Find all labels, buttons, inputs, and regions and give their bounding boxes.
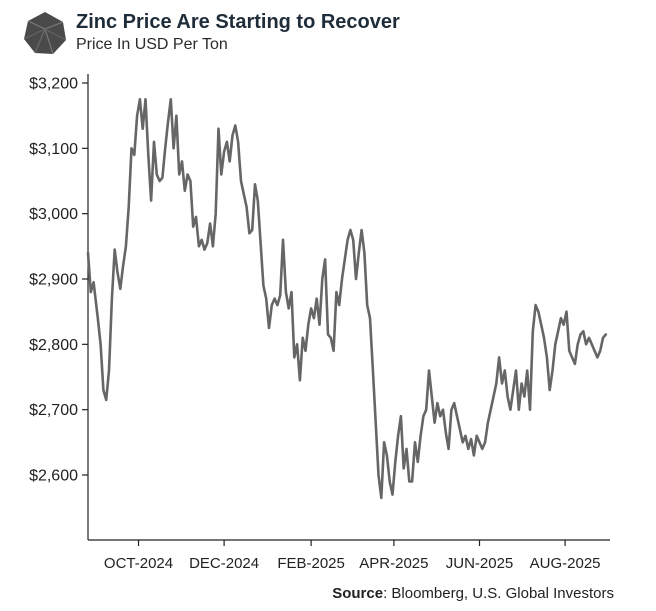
y-tick-label: $2,700 <box>29 402 78 419</box>
y-tick-label: $3,100 <box>29 141 78 158</box>
logo-icon <box>23 12 67 55</box>
y-tick-label: $2,900 <box>29 272 78 289</box>
x-axis-ticks: OCT-2024 DEC-2024 FEB-2025 APR-2025 JUN-2025… <box>104 540 601 572</box>
chart-subtitle: Price In USD Per Ton <box>76 36 228 53</box>
source-label: Source <box>332 585 384 602</box>
x-tick-label: AUG-2025 <box>530 555 601 572</box>
source-note: Source: Bloomberg, U.S. Global Investors <box>332 585 614 602</box>
y-tick-label: $3,200 <box>29 76 78 93</box>
series-line <box>86 98 608 500</box>
x-tick-label: OCT-2024 <box>104 555 173 572</box>
chart-title: Zinc Price Are Starting to Recover <box>76 11 400 33</box>
y-tick-label: $2,800 <box>29 337 78 354</box>
x-tick-label: DEC-2024 <box>189 555 259 572</box>
chart-axes <box>87 74 610 541</box>
series-layer <box>86 98 608 500</box>
y-axis-ticks: $3,200 $3,100 $3,000 $2,900 $2,800 $2,700 $2,6… <box>29 76 88 485</box>
y-tick-label: $3,000 <box>29 206 78 223</box>
line-chart: $3,200 $3,100 $3,000 $2,900 $2,800 $2,700 $2,6… <box>29 74 610 572</box>
x-tick-label: APR-2025 <box>359 555 428 572</box>
source-text: : Bloomberg, U.S. Global Investors <box>383 585 614 602</box>
x-tick-label: JUN-2025 <box>446 555 514 572</box>
y-tick-label: $2,600 <box>29 468 78 485</box>
x-tick-label: FEB-2025 <box>277 555 345 572</box>
